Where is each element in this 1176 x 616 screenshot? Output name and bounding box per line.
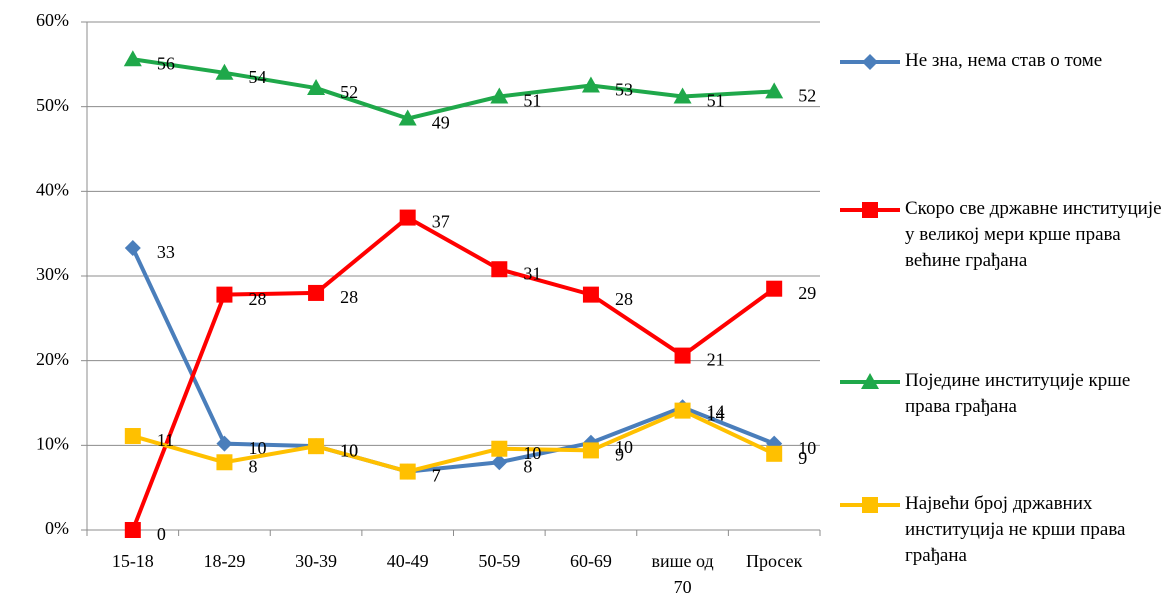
data-label: 31 bbox=[523, 263, 541, 283]
legend-marker bbox=[861, 373, 879, 389]
legend-marker bbox=[862, 54, 878, 70]
data-label: 33 bbox=[157, 242, 175, 262]
y-tick-label: 30% bbox=[36, 264, 69, 284]
data-label: 51 bbox=[523, 91, 541, 111]
data-label: 11 bbox=[157, 430, 174, 450]
series-marker bbox=[399, 463, 416, 480]
x-tick-label: 50-59 bbox=[478, 551, 521, 571]
data-label: 7 bbox=[432, 466, 441, 486]
data-label: 10 bbox=[523, 443, 541, 463]
data-label: 7 bbox=[432, 466, 441, 486]
series-marker bbox=[216, 454, 233, 471]
data-label: 10 bbox=[248, 438, 266, 458]
series-line bbox=[132, 57, 775, 121]
data-label: 53 bbox=[615, 80, 633, 100]
series-marker bbox=[673, 87, 692, 104]
series-marker bbox=[765, 82, 784, 99]
series-marker bbox=[490, 87, 509, 104]
legend-label: Не зна, нема став о томе bbox=[905, 50, 1103, 71]
x-tick-label: 15-18 bbox=[111, 551, 154, 571]
data-label: 52 bbox=[340, 82, 358, 102]
series-marker bbox=[674, 402, 691, 419]
series-marker bbox=[491, 440, 508, 457]
data-label: 29 bbox=[798, 283, 816, 303]
x-tick-label: 30-39 bbox=[295, 551, 338, 571]
series-marker bbox=[399, 209, 416, 226]
y-tick-label: 20% bbox=[36, 349, 69, 369]
series-marker bbox=[216, 286, 233, 303]
data-label: 14 bbox=[707, 405, 725, 425]
series-marker bbox=[123, 50, 142, 67]
series-line bbox=[130, 215, 776, 531]
legend-marker bbox=[862, 202, 878, 218]
data-label: 28 bbox=[615, 289, 633, 309]
x-tick-label: 40-49 bbox=[386, 551, 429, 571]
data-label: 52 bbox=[798, 86, 816, 106]
series-line bbox=[132, 408, 776, 474]
data-label: 54 bbox=[248, 67, 266, 87]
legend-label: Највећи број државних институција не крш… bbox=[905, 493, 1126, 566]
data-label: 10 bbox=[340, 440, 358, 460]
series-line bbox=[131, 247, 775, 474]
series-marker bbox=[124, 428, 141, 445]
x-tick-label: 18-29 bbox=[203, 551, 246, 571]
y-tick-label: 60% bbox=[36, 10, 69, 30]
data-label: 10 bbox=[798, 438, 816, 458]
x-tick-label: Просек bbox=[745, 551, 803, 571]
series-marker bbox=[308, 438, 325, 455]
data-label: 56 bbox=[157, 53, 175, 73]
series-marker bbox=[674, 347, 691, 364]
y-tick-label: 50% bbox=[36, 95, 69, 115]
data-label: 49 bbox=[432, 113, 450, 133]
series-marker bbox=[216, 435, 233, 452]
legend-marker bbox=[862, 497, 878, 513]
x-tick-label: више од 70 bbox=[651, 551, 714, 597]
data-label: 9 bbox=[615, 445, 624, 465]
series-marker bbox=[491, 261, 508, 278]
legend-label: Поједине институције крше права грађана bbox=[905, 370, 1131, 417]
data-label: 28 bbox=[248, 289, 266, 309]
data-label: 37 bbox=[432, 212, 450, 232]
series-marker bbox=[398, 109, 417, 126]
series-marker bbox=[766, 445, 783, 462]
data-label: 8 bbox=[523, 456, 532, 476]
series-marker bbox=[582, 286, 599, 303]
series-marker bbox=[582, 442, 599, 459]
series-marker bbox=[766, 280, 783, 297]
series-marker bbox=[124, 522, 141, 538]
data-label: 14 bbox=[707, 401, 725, 421]
data-label: 51 bbox=[707, 91, 725, 111]
data-label: 10 bbox=[615, 437, 633, 457]
x-tick-label: 60-69 bbox=[569, 551, 612, 571]
series-marker bbox=[308, 284, 325, 301]
series-marker bbox=[581, 76, 600, 93]
data-label: 9 bbox=[798, 448, 807, 468]
data-label: 0 bbox=[157, 524, 166, 544]
legend-label: Скоро све државне институције у великој … bbox=[905, 198, 1162, 271]
series-marker bbox=[307, 79, 326, 96]
data-label: 21 bbox=[707, 350, 725, 370]
data-label: 8 bbox=[248, 456, 257, 476]
y-tick-label: 0% bbox=[45, 518, 69, 538]
series-marker bbox=[491, 454, 508, 471]
series-marker bbox=[124, 240, 141, 257]
y-tick-label: 10% bbox=[36, 433, 69, 453]
y-tick-label: 40% bbox=[36, 179, 69, 199]
data-label: 28 bbox=[340, 287, 358, 307]
series-marker bbox=[215, 63, 234, 80]
